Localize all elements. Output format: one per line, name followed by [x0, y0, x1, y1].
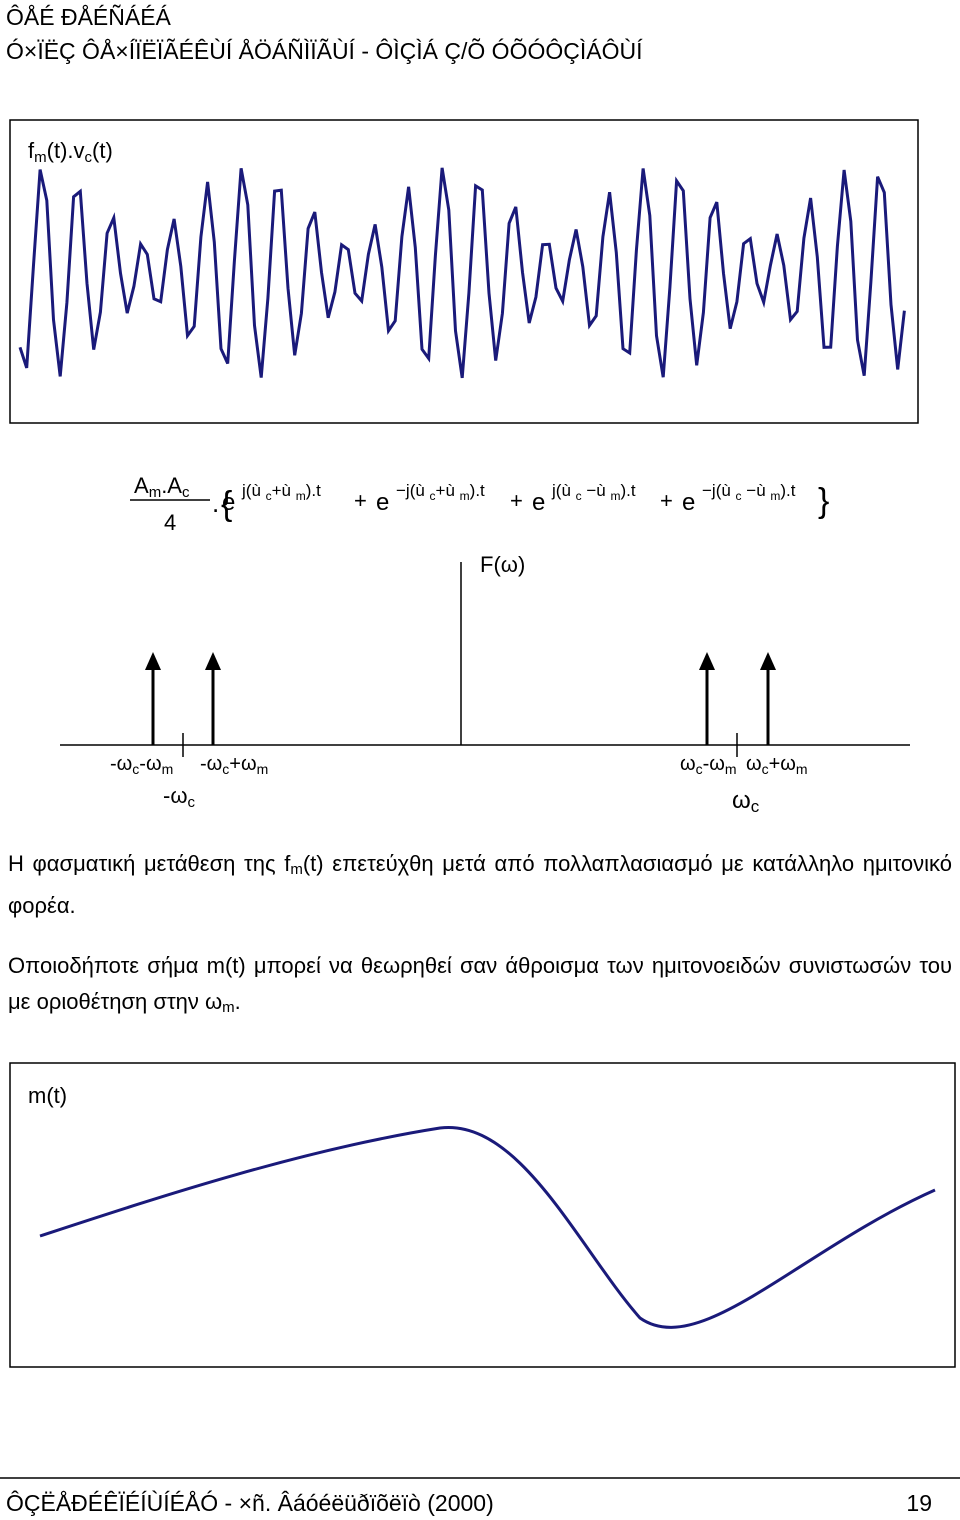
text-part: ).t	[306, 481, 321, 500]
modulated-wave	[18, 167, 906, 379]
text-part: -ω	[139, 753, 161, 775]
text-part: +ω	[769, 753, 796, 775]
text-part: -ω	[163, 783, 188, 808]
text-part: ).t	[620, 481, 635, 500]
subscript: c	[222, 761, 229, 777]
subscript: m	[296, 489, 306, 503]
text-part: Η φασματική μετάθεση της f	[8, 851, 291, 876]
spectrum-label: -ωc	[163, 783, 196, 811]
text-part: -ω	[703, 753, 725, 775]
formula-sign: +	[660, 488, 673, 513]
formula-brace: {	[221, 485, 232, 523]
spectrum-label: ωc	[732, 787, 760, 816]
text-part: j(ù	[551, 481, 576, 500]
text-part: -ω	[110, 753, 132, 775]
impulses	[145, 652, 776, 745]
text-part: f	[28, 138, 35, 163]
subscript: c	[430, 489, 436, 503]
text-part: Οποιοδήποτε σήμα m(t) μπορεί να θεωρηθεί…	[8, 953, 952, 1014]
subscript: m	[257, 761, 269, 777]
formula-base: e	[222, 489, 235, 516]
text-part: +ù	[436, 481, 460, 500]
spectrum-label: -ωc+ωm	[200, 753, 268, 777]
subscript: m	[460, 489, 470, 503]
text-part: j(ù	[241, 481, 266, 500]
subscript: c	[576, 489, 582, 503]
spectrum-axis-label: F(ω)	[480, 552, 525, 577]
subscript: m	[149, 484, 162, 501]
figure1-frame	[9, 119, 919, 424]
subscript: m	[796, 761, 808, 777]
subscript: c	[266, 489, 272, 503]
subscript: c	[762, 761, 769, 777]
text-part: ).t	[780, 481, 795, 500]
arrow-head	[145, 652, 161, 670]
arrow-head	[205, 652, 221, 670]
text-part: .	[234, 989, 241, 1014]
text-part: ω	[732, 787, 751, 814]
text-part: ω	[680, 753, 696, 775]
subscript: c	[736, 489, 742, 503]
arrow-head	[760, 652, 776, 670]
page-number: 19	[906, 1490, 932, 1516]
subscript: c	[132, 761, 139, 777]
text-part: (t).v	[47, 138, 85, 163]
formula-denominator: 4	[164, 510, 176, 535]
subscript: m	[222, 999, 235, 1016]
subscript: c	[182, 484, 190, 501]
paragraph: Η φασματική μετάθεση της fm(t) επετεύχθη…	[8, 846, 952, 924]
arrow-head	[699, 652, 715, 670]
text-part: A	[134, 473, 149, 498]
subscript: m	[610, 489, 620, 503]
subscript: c	[696, 761, 703, 777]
figure2-label: m(t)	[28, 1083, 67, 1108]
spectrum-label: -ωc-ωm	[110, 753, 173, 777]
figure2-frame	[9, 1062, 956, 1368]
text-part: (t) επετεύχθη μετά από πολλαπλασιασμό με…	[8, 851, 952, 918]
subscript: m	[290, 861, 303, 878]
header-subtitle: Ó×ÏËÇ ÔÅ×ÍÏËÏÃÉÊÙÍ ÅÖÁÑÌÏÃÙÍ - ÔÌÇÌÁ Ç/Õ…	[6, 38, 643, 64]
subscript: m	[34, 149, 47, 166]
text-part: −ù	[742, 481, 771, 500]
text-part: ω	[746, 753, 762, 775]
formula-dot: .	[212, 488, 219, 518]
header-title: ÔÅÉ ÐÅÉÑÁÉÁ	[6, 4, 171, 30]
text-part: ).t	[470, 481, 485, 500]
formula-base: e	[532, 489, 545, 516]
text-part: −ù	[582, 481, 611, 500]
formula-exponent: −j(ù c+ù m).t	[396, 481, 485, 503]
text-part: -ω	[200, 753, 222, 775]
subscript: m	[162, 761, 174, 777]
formula-numerator: Am.Ac	[134, 473, 190, 501]
text-part: +ù	[272, 481, 296, 500]
formula-base: e	[376, 489, 389, 516]
footer-text: ÔÇËÅÐÉÊÏÉÍÙÍÉÅÓ - ×ñ. Âáóéëüðïõëïò (2000…	[6, 1490, 494, 1516]
text-part: (t)	[92, 138, 113, 163]
text-part: −j(ù	[396, 481, 430, 500]
subscript: c	[85, 149, 93, 166]
figure1-label: fm(t).vc(t)	[28, 138, 113, 166]
formula-sign: +	[510, 488, 523, 513]
text-part: −j(ù	[702, 481, 736, 500]
formula-exponent: j(ù c −ù m).t	[551, 481, 636, 503]
formula-sign: +	[354, 488, 367, 513]
formula-base: e	[682, 489, 695, 516]
formula-exponent: −j(ù c −ù m).t	[702, 481, 796, 503]
spectrum-label: ωc-ωm	[680, 753, 737, 777]
formula-exponent: j(ù c+ù m).t	[241, 481, 321, 503]
message-signal	[39, 1126, 936, 1329]
text-part: +ω	[229, 753, 256, 775]
subscript: m	[770, 489, 780, 503]
text-part: .A	[161, 473, 182, 498]
spectrum-label: ωc+ωm	[746, 753, 808, 777]
formula-brace: }	[818, 482, 829, 520]
subscript: c	[188, 794, 196, 811]
subscript: m	[725, 761, 737, 777]
paragraph: Οποιοδήποτε σήμα m(t) μπορεί να θεωρηθεί…	[8, 948, 952, 1026]
subscript: c	[751, 797, 760, 816]
